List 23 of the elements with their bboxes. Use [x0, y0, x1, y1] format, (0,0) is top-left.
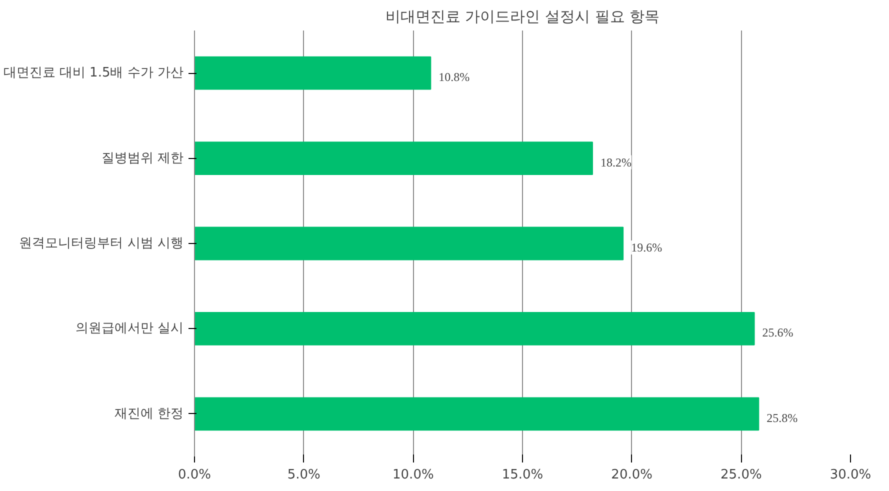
- data-label: 10.8%: [438, 70, 470, 84]
- x-tick-label: 30.0%: [830, 468, 872, 482]
- data-label: 18.2%: [600, 155, 632, 170]
- x-tick-label: 0.0%: [178, 468, 212, 482]
- x-tick-label: 15.0%: [502, 468, 544, 482]
- y-tick-label: 원격모니터링부터 시범 시행: [19, 236, 184, 251]
- bar: [194, 56, 432, 90]
- chart-title: 비대면진료 가이드라인 설정시 필요 항목: [385, 8, 660, 26]
- bar: [194, 312, 755, 346]
- x-tick-label: 10.0%: [392, 468, 434, 482]
- bar: [194, 142, 593, 175]
- data-label: 19.6%: [631, 240, 662, 254]
- y-tick-label: 재진에 한정: [114, 406, 184, 422]
- x-tick-label: 5.0%: [287, 468, 320, 482]
- data-label: 25.8%: [766, 410, 798, 425]
- y-tick-label: 대면진료 대비 1.5배 수가 가산: [3, 66, 184, 81]
- x-tick-label: 25.0%: [720, 468, 762, 482]
- y-tick-label: 의원급에서만 실시: [75, 321, 184, 336]
- y-tick-label: 질병범위 제한: [101, 150, 184, 166]
- bar: [194, 226, 624, 260]
- data-label: 25.6%: [762, 326, 794, 340]
- bar: [194, 397, 760, 431]
- x-tick-label: 20.0%: [611, 468, 652, 482]
